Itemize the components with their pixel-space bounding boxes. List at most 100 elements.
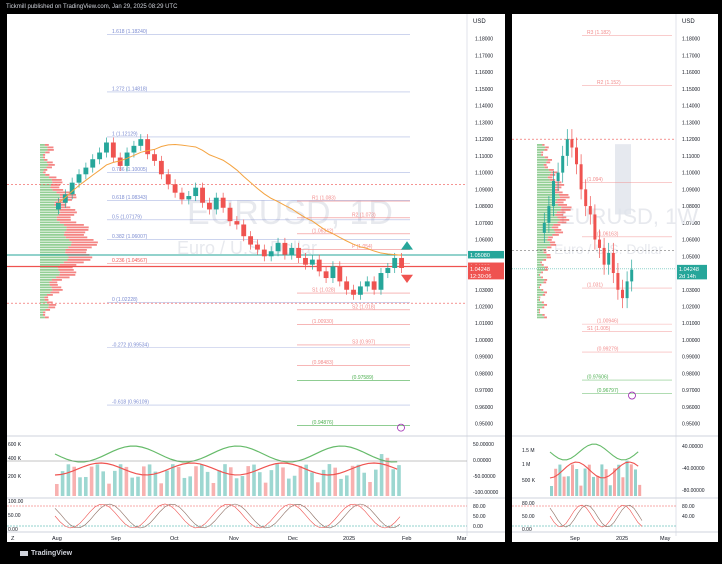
volume-profile-bar-down: [51, 286, 62, 289]
volume-profile-bar-up: [40, 169, 44, 171]
volume-profile-bar-up: [537, 316, 544, 319]
pivot-level-label: S1 (1.028): [312, 288, 336, 294]
volume-bar: [136, 476, 140, 496]
volume-profile-bar-up: [537, 146, 546, 149]
daily-chart-svg[interactable]: USD 1.18000 1.17000 1.16000 1.15000 1.14000 1.…: [7, 14, 505, 542]
fib-level-label: 0.236 (1.04567): [112, 258, 148, 264]
volume-profile-bar-down: [554, 191, 563, 194]
volume-profile-bar-down: [57, 266, 73, 269]
volume-profile-bar-up: [40, 266, 58, 269]
volume-profile-bar-down: [558, 204, 568, 206]
volume-profile-bar-up: [537, 294, 543, 296]
candle-body: [282, 242, 288, 255]
volume-profile-bar-down: [71, 241, 98, 244]
indicator-green-line: [549, 443, 639, 461]
volume-right-label: 50.00000: [473, 442, 494, 448]
candle-body: [351, 289, 356, 295]
weekly-chart-panel[interactable]: USD 1.18000 1.17000 1.16000 1.15000 1.14000 1.…: [512, 14, 718, 542]
volume-profile-bar-down: [46, 301, 53, 304]
volume-bar: [298, 465, 303, 496]
volume-bar: [391, 469, 395, 496]
volume-bar: [562, 476, 566, 496]
volume-profile-bar-down: [558, 194, 569, 196]
volume-bar: [613, 468, 616, 496]
volume-profile-bar-up: [40, 149, 48, 151]
volume-profile-bar-up: [40, 269, 59, 271]
pivot-level-label: (1.031): [587, 283, 603, 289]
volume-bar: [275, 464, 279, 496]
currency-label: USD: [473, 19, 486, 25]
volume-tick-label: 1.5 M: [522, 448, 535, 454]
down-arrow-icon: [401, 274, 413, 284]
price-tick-label: 1.07000: [682, 221, 700, 227]
candle-body: [90, 159, 96, 168]
pivot-level-label: R3 (1.182): [587, 30, 611, 36]
volume-profile-bar-up: [40, 246, 69, 249]
pivot-level-label: R2 (1.073): [352, 212, 376, 218]
volume-profile-bar-down: [551, 171, 558, 174]
price-tick-label: 0.98000: [682, 371, 700, 377]
volume-profile-bar-down: [44, 159, 48, 161]
volume-profile-bar-down: [541, 151, 544, 154]
volume-bar: [379, 454, 384, 496]
volume-profile-bar-down: [43, 156, 45, 159]
volume-profile-bar-up: [537, 189, 553, 191]
volume-profile-bar-up: [537, 299, 539, 301]
volume-profile-bar-up: [40, 294, 48, 296]
volume-bar: [621, 477, 625, 496]
month-label: Mar: [457, 536, 467, 542]
volume-profile-bar-down: [50, 184, 61, 186]
month-label: Nov: [229, 536, 239, 542]
pivot-level-label: (1.094): [587, 177, 603, 183]
volume-profile-bar-up: [40, 189, 53, 191]
volume-profile-bar-down: [59, 221, 77, 224]
volume-profile-bar-down: [46, 166, 52, 169]
price-tick-label: 0.98000: [475, 371, 493, 377]
volume-profile-bar-down: [43, 154, 46, 156]
volume-profile-bar-up: [537, 166, 545, 169]
pivot-level-label: R2 (1.152): [597, 80, 621, 86]
candle-body: [542, 222, 546, 233]
volume-profile-bar-up: [537, 244, 551, 246]
pivot-level-label: (1.00946): [597, 319, 619, 325]
candle-body: [616, 273, 620, 290]
volume-profile-bar-up: [40, 216, 57, 219]
price-box: [677, 264, 707, 273]
candle-body: [138, 139, 144, 146]
osc-tick-label: 80.00: [522, 501, 535, 507]
volume-profile-bar-up: [537, 296, 540, 299]
candle-body: [378, 273, 384, 290]
volume-profile-bar-down: [49, 281, 58, 284]
volume-bar: [223, 464, 227, 496]
weekly-chart-svg[interactable]: USD 1.18000 1.17000 1.16000 1.15000 1.14000 1.…: [512, 14, 718, 542]
volume-profile-bar-up: [40, 179, 52, 181]
volume-profile-bar-down: [541, 276, 543, 279]
price-tick-label: 1.16000: [475, 70, 493, 76]
price-box: [468, 264, 504, 273]
volume-profile-bar-down: [65, 251, 87, 254]
volume-profile-bar-down: [539, 296, 541, 299]
volume-profile-bar-down: [547, 159, 553, 161]
volume-profile-bar-up: [40, 206, 57, 209]
price-box-label: 1.04248: [470, 267, 490, 273]
volume-bar: [281, 467, 285, 496]
price-tick-label: 1.01000: [475, 321, 493, 327]
osc-tick-label: 0.00: [522, 527, 532, 533]
volume-bar: [246, 466, 250, 496]
volume-profile-bar-down: [547, 176, 553, 179]
volume-profile-bar-down: [50, 186, 60, 189]
volume-profile-bar-down: [59, 271, 77, 274]
osc-right-label: 80.00: [473, 504, 486, 510]
daily-chart-panel[interactable]: USD 1.18000 1.17000 1.16000 1.15000 1.14000 1.…: [7, 14, 505, 542]
candle-body: [62, 194, 68, 203]
publish-header: Tickmill published on TradingView.com, J…: [6, 4, 178, 10]
price-tick-label: 1.17000: [475, 53, 493, 59]
candle-body: [56, 202, 61, 210]
volume-profile-bar-up: [537, 156, 545, 159]
volume-bar: [211, 482, 216, 496]
volume-profile-bar-up: [40, 231, 65, 234]
volume-profile-bar-up: [40, 211, 61, 214]
volume-profile-bar-down: [59, 274, 76, 276]
volume-profile-bar-down: [48, 306, 56, 309]
volume-bar: [60, 471, 65, 496]
